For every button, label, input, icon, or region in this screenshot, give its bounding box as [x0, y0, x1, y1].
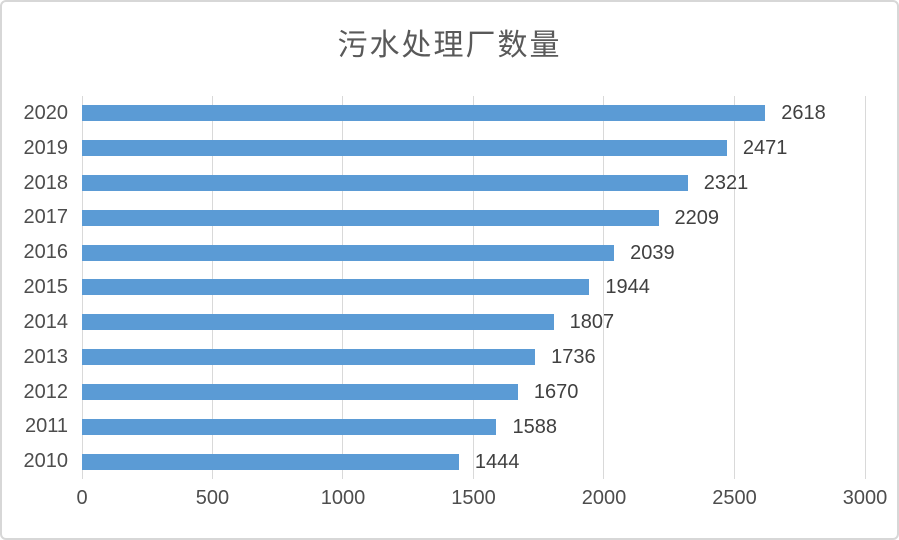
bar-2015	[82, 279, 590, 296]
gridline	[603, 96, 605, 479]
value-label: 2209	[674, 206, 720, 229]
bar-row: 1736	[82, 340, 865, 375]
bar-row: 1807	[82, 305, 865, 340]
value-label: 2321	[703, 172, 749, 195]
bar-2016	[82, 244, 615, 261]
x-tick-label: 3000	[842, 487, 888, 509]
value-label: 1736	[551, 346, 596, 369]
value-label: 1944	[605, 276, 650, 299]
bar-2014	[82, 314, 554, 331]
y-axis: 2020 2019 2018 2017 2016 2015 2014 2013 2012 2011…	[2, 96, 69, 479]
bar-2013	[82, 349, 536, 366]
y-tick-label: 2013	[23, 345, 69, 368]
bar-2018	[82, 175, 688, 192]
y-tick-label: 2011	[24, 415, 68, 438]
bar-row: 1944	[82, 270, 865, 305]
value-label: 1670	[533, 380, 579, 403]
bar-row: 2618	[82, 96, 865, 131]
bar-2019	[82, 140, 727, 157]
bar-2010	[82, 453, 459, 470]
bar-2012	[82, 383, 518, 400]
value-label: 2618	[781, 102, 826, 125]
gridline	[734, 96, 735, 479]
y-tick-label: 2019	[23, 136, 69, 159]
bar-row: 2471	[82, 131, 865, 166]
y-tick-label: 2018	[23, 171, 69, 194]
bar-row: 2321	[82, 166, 865, 201]
x-tick-label: 1000	[320, 487, 366, 509]
value-label: 1807	[569, 311, 615, 334]
x-tick-label: 500	[195, 487, 230, 509]
plot-area: 2618 2471 2321 2209 2039 1944 1807 1736 1670 1588…	[81, 96, 866, 479]
bar-row: 1444	[82, 444, 865, 479]
y-tick-label: 2015	[23, 276, 69, 299]
value-label: 2039	[630, 241, 675, 264]
value-label: 2471	[742, 137, 788, 160]
x-tick-label: 2500	[712, 487, 757, 509]
x-tick-label: 0	[76, 487, 88, 509]
x-axis: 0 500 1000 1500 2000 2500 3000	[76, 487, 887, 519]
bar-2011	[82, 418, 497, 435]
y-tick-label: 2020	[23, 102, 69, 124]
bar-row: 2209	[82, 200, 865, 235]
bar-2020	[82, 105, 766, 122]
y-tick-label: 2012	[23, 380, 69, 403]
bar-row: 1670	[82, 375, 865, 410]
y-tick-label: 2014	[23, 310, 69, 333]
bar-2017	[82, 209, 659, 226]
y-tick-label: 2010	[23, 450, 69, 473]
value-label: 1444	[474, 450, 520, 473]
x-tick-label: 2000	[581, 487, 627, 509]
y-tick-label: 2017	[23, 206, 69, 229]
gridline	[864, 96, 866, 479]
chart-title: 污水处理厂数量	[337, 28, 562, 63]
x-tick-label: 1500	[451, 487, 496, 509]
value-label: 1588	[512, 415, 557, 438]
y-tick-label: 2016	[23, 241, 69, 264]
bar-row: 2039	[82, 235, 865, 270]
bar-row: 1588	[82, 409, 865, 444]
